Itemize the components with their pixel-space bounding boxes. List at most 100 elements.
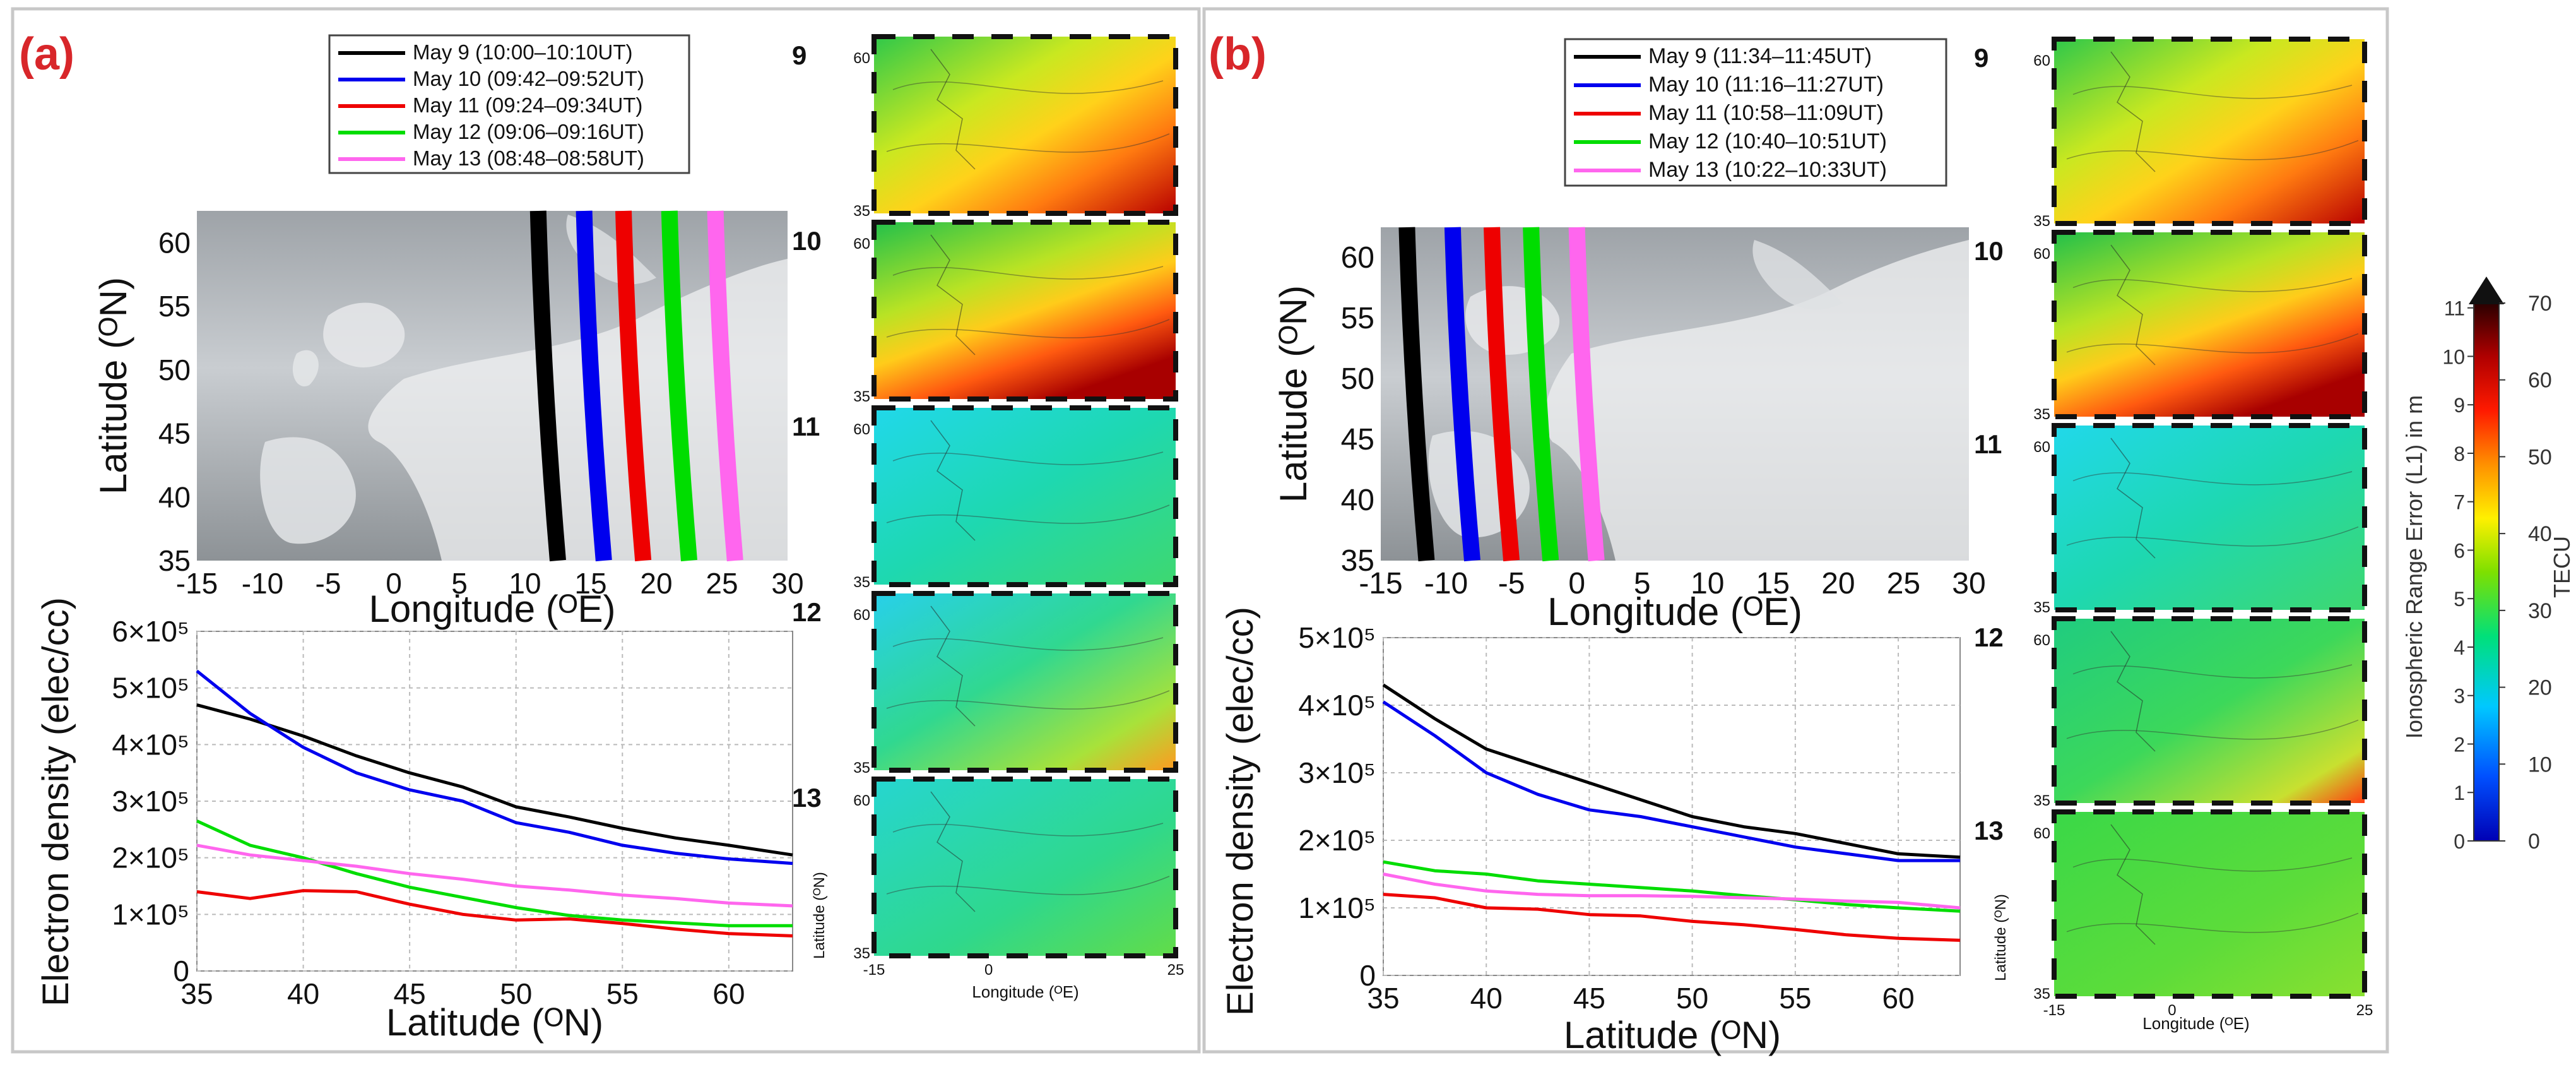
map-x-tick: -10 (1424, 567, 1468, 600)
map-x-tick: -15 (176, 567, 218, 600)
tec-coastline (930, 49, 976, 170)
tec-coastline (930, 791, 976, 912)
map-y-tick: 35 (158, 544, 191, 577)
tec-contour (892, 637, 1164, 651)
tec-xlabel: Longitude (ᴼE) (2142, 1014, 2249, 1033)
tec-coastline (2110, 244, 2156, 366)
tec-lat-tick: 60 (853, 607, 870, 624)
colorbar-range-tick: 8 (2454, 443, 2465, 465)
x-tick-label: 50 (500, 977, 532, 1010)
tec-day-label: 11 (792, 412, 820, 441)
tec-lat-tick: 35 (853, 203, 870, 220)
tec-day-label: 9 (1974, 43, 1988, 73)
tec-map-image (874, 593, 1176, 770)
tec-contour (892, 80, 1164, 94)
map-y-tick: 55 (158, 290, 191, 323)
y-tick-label: 3×10⁵ (112, 785, 189, 818)
map-y-tick: 60 (158, 226, 191, 259)
tec-contour (2066, 719, 2359, 740)
legend-entry: May 10 (09:42–09:52UT) (413, 67, 644, 90)
tec-lon-tick: 25 (1167, 962, 1185, 979)
series-line-may9 (196, 703, 793, 857)
satellite-track (576, 210, 612, 562)
tec-lon-tick: -15 (863, 962, 885, 979)
tec-contour (2066, 333, 2359, 354)
density-chart: 35 40 45 50 55 60 0 1×10⁵ 2×10⁵ 3×10⁵ 4×10⁵ 5×10⁵ L… (1220, 607, 1961, 1056)
map-y-tick: 40 (158, 480, 191, 513)
tec-coastline (2110, 631, 2156, 752)
x-tick-label: 35 (180, 977, 213, 1010)
tec-map-image (2054, 232, 2365, 417)
legend-entry: May 13 (10:22–10:33UT) (1648, 158, 1887, 182)
series-line-may12 (196, 819, 793, 927)
tec-day-label: 13 (792, 783, 822, 813)
tec-lat-tick: 60 (853, 50, 870, 67)
tec-lat-tick: 60 (2033, 439, 2050, 456)
tec-contour (892, 451, 1164, 465)
y-tick-label: 2×10⁵ (112, 842, 189, 874)
map-xlabel: Longitude (ᴼE) (369, 588, 616, 630)
land-shape (1544, 240, 1969, 561)
tec-map: 12 60 35 (1974, 616, 2367, 809)
tec-map-image (874, 408, 1176, 585)
chart-ylabel: Electron density (elec/cc) (35, 597, 76, 1006)
colorbar-tecu-tick: 30 (2528, 599, 2552, 623)
map-y-tick: 50 (158, 354, 191, 386)
x-tick-label: 45 (1573, 982, 1605, 1015)
tec-day-label: 10 (792, 226, 822, 256)
map-x-tick: 30 (1952, 567, 1985, 600)
x-tick-label: 60 (1882, 982, 1914, 1015)
x-tick-label: 60 (712, 977, 745, 1010)
y-tick-label: 4×10⁵ (1298, 689, 1376, 722)
colorbar-range-tick: 6 (2454, 539, 2465, 562)
panel-b: (b) May 9 (11:34–11:45UT) May 10 (11:16–1… (1208, 29, 2373, 1056)
tec-lat-tick: 35 (2033, 599, 2050, 616)
map-x-tick: 0 (386, 567, 402, 600)
tec-coastline (930, 605, 976, 727)
map-x-tick: 10 (509, 567, 541, 600)
map-x-tick: 5 (451, 567, 468, 600)
tec-xlabel: Longitude (ᴼE) (972, 982, 1078, 1001)
legend-entry: May 11 (10:58–11:09UT) (1648, 101, 1884, 125)
tec-lat-tick: 35 (2033, 792, 2050, 809)
series-line-may11 (196, 889, 793, 938)
map-xlabel: Longitude (ᴼE) (1547, 590, 1802, 634)
tec-coastline (2110, 51, 2156, 172)
tec-day-label: 10 (1974, 236, 2004, 266)
colorbar-range-tick: 9 (2454, 394, 2465, 417)
colorbar-tecu-tick: 60 (2528, 369, 2552, 393)
tec-contour (892, 823, 1164, 837)
colorbar-tecu-tick: 0 (2528, 830, 2540, 854)
map-x-tick: 20 (640, 567, 672, 600)
legend-entry: May 9 (10:00–10:10UT) (413, 40, 633, 64)
tec-day-label: 9 (792, 40, 806, 70)
y-tick-label: 0 (1359, 959, 1376, 992)
series-line-may13 (196, 843, 793, 908)
map-ylabel: Latitude (ᴼN) (1272, 285, 1315, 503)
density-chart: 35 40 45 50 55 60 0 1×10⁵ 2×10⁵ 3×10⁵ 4×10⁵ 5×10⁵ 6×… (35, 597, 793, 1044)
colorbar-range-tick: 2 (2454, 733, 2465, 756)
tec-map: 13 60 35 (792, 777, 1178, 962)
tec-map: 10 60 35 (1974, 230, 2367, 423)
chart-xlabel: Latitude (ᴼN) (1564, 1014, 1781, 1056)
series-line-may10 (196, 669, 793, 866)
legend-entry: May 12 (10:40–10:51UT) (1648, 129, 1887, 153)
tec-map-image (874, 779, 1176, 956)
tec-lat-tick: 60 (2033, 632, 2050, 649)
colorbar-range-tick: 7 (2454, 491, 2465, 514)
tec-lat-tick: 35 (2033, 213, 2050, 230)
tec-map: 9 60 35 (1974, 37, 2367, 230)
tec-contour (886, 319, 1170, 338)
tec-day-label: 13 (1974, 816, 2004, 845)
tec-coastline (2110, 824, 2156, 945)
tec-lat-tick: 60 (2033, 825, 2050, 842)
satellite-track (1398, 227, 1435, 562)
tec-map: 9 60 35 (792, 34, 1178, 220)
colorbar-label-left: Ionospheric Range Error (L1) in m (2401, 395, 2427, 739)
map-x-tick: -10 (242, 567, 283, 600)
map-x-tick: -5 (316, 567, 341, 600)
tec-lat-tick: 35 (853, 759, 870, 777)
tec-map-frame (871, 34, 1178, 216)
tec-day-label: 12 (792, 597, 822, 627)
colorbar-bar (2473, 302, 2500, 842)
